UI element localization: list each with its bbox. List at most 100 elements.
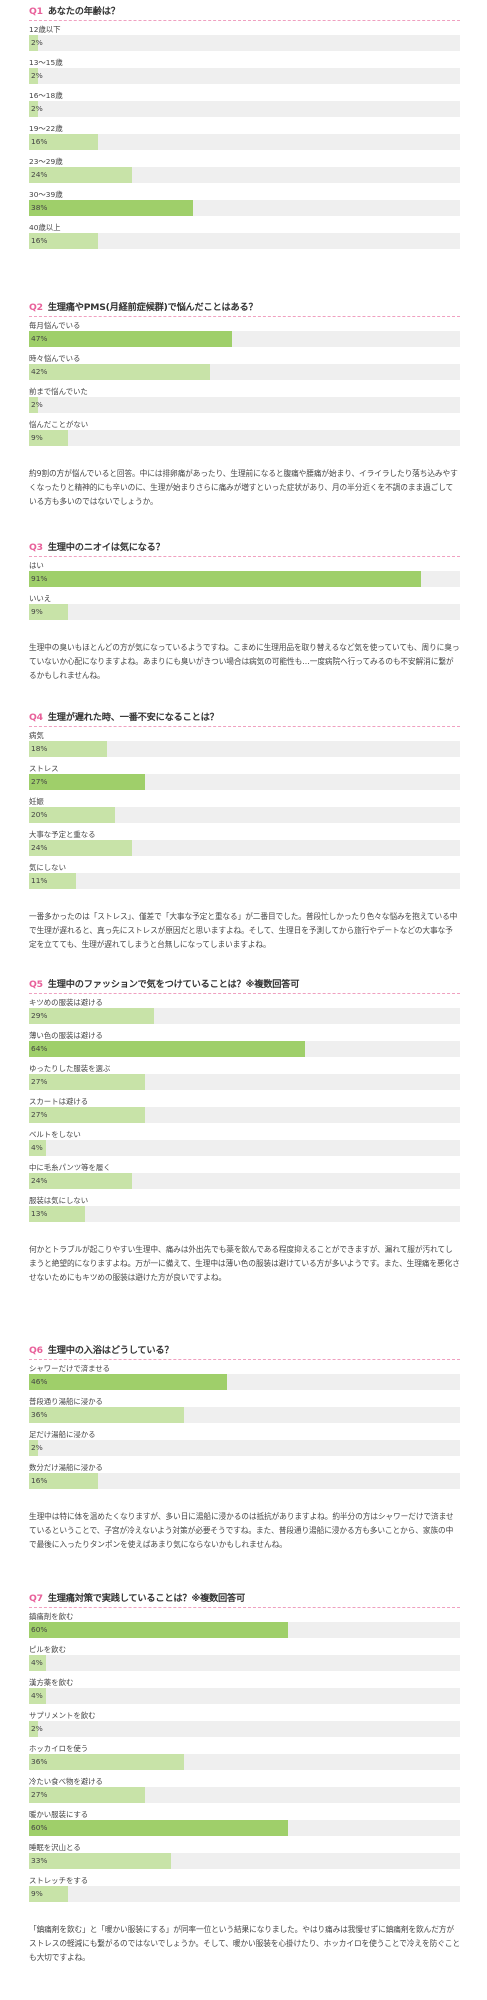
answer-percentage: 24% (31, 170, 48, 179)
answer-bar-track: 20% (29, 807, 460, 823)
question-section: Q4 生理が遅れた時、一番不安になることは？ 病気 18% ストレス 27% 妊娠 20% 大事… (29, 706, 460, 952)
answer-label: 足だけ湯船に浸かる (29, 1430, 96, 1439)
answer-bar-track: 4% (29, 1140, 460, 1156)
answer-percentage: 2% (31, 400, 43, 409)
answer-option: 前まで悩んでいた 2% (29, 386, 460, 416)
answer-option: シャワーだけで済ませる 46% (29, 1363, 460, 1393)
answer-bar-track: 24% (29, 840, 460, 856)
answer-bar-track: 4% (29, 1655, 460, 1671)
answer-bar-fill (29, 1074, 146, 1090)
answer-percentage: 18% (31, 744, 48, 753)
answer-option: いいえ 9% (29, 593, 460, 623)
answer-bar-track: 16% (29, 134, 460, 150)
answer-label: 普段通り湯船に浸かる (29, 1397, 103, 1406)
answer-bar-fill (29, 741, 107, 757)
question-title: Q5 生理中のファッションで気をつけていることは？※複数回答可 (29, 973, 460, 994)
answer-bar-track: 18% (29, 741, 460, 757)
answer-option: 暖かい服装にする 60% (29, 1809, 460, 1839)
answer-option: 妊娠 20% (29, 796, 460, 826)
question-text: 生理が遅れた時、一番不安になることは？ (47, 712, 219, 723)
answer-bar-fill (29, 68, 38, 84)
answer-label: 妊娠 (29, 797, 44, 806)
answer-bar-fill (29, 1407, 185, 1423)
answer-label: 16～18歳 (29, 91, 63, 100)
answer-option: 時々悩んでいる 42% (29, 353, 460, 383)
answer-percentage: 2% (31, 38, 43, 47)
answer-percentage: 11% (31, 876, 48, 885)
answer-option: 服装は気にしない 13% (29, 1195, 460, 1225)
answer-bar-fill (29, 1173, 133, 1189)
answer-bar-fill (29, 571, 422, 587)
answer-bar-track: 91% (29, 571, 460, 587)
question-title: Q6 生理中の入浴はどうしている？ (29, 1339, 460, 1360)
answer-option: 普段通り湯船に浸かる 36% (29, 1396, 460, 1426)
answer-percentage: 46% (31, 1377, 48, 1386)
answer-option: 40歳以上 16% (29, 222, 460, 252)
answer-option: 足だけ湯船に浸かる 2% (29, 1429, 460, 1459)
question-section: Q3 生理中のニオイは気になる？ はい 91% いいえ 9% 生理中の臭いもほとんどの方が気… (29, 536, 460, 683)
answer-label: 冷たい食べ物を避ける (29, 1777, 103, 1786)
question-number: Q4 (29, 712, 43, 723)
answer-percentage: 91% (31, 574, 48, 583)
answer-bar-fill (29, 430, 68, 446)
question-number: Q1 (29, 6, 43, 17)
answer-bar-fill (29, 233, 98, 249)
answer-label: はい (29, 561, 44, 570)
answer-bar-fill (29, 1787, 146, 1803)
answer-label: 前まで悩んでいた (29, 387, 88, 396)
answer-percentage: 16% (31, 1476, 48, 1485)
answer-option: 16～18歳 2% (29, 90, 460, 120)
answer-bar-fill (29, 397, 38, 413)
answer-percentage: 2% (31, 104, 43, 113)
question-title: Q3 生理中のニオイは気になる？ (29, 536, 460, 557)
answer-option: 30～39歳 38% (29, 189, 460, 219)
answer-bar-fill (29, 1206, 86, 1222)
answer-percentage: 9% (31, 433, 43, 442)
answer-bar-track: 4% (29, 1688, 460, 1704)
answer-bar-fill (29, 200, 193, 216)
answer-option: 毎月悩んでいる 47% (29, 320, 460, 350)
answer-percentage: 24% (31, 843, 48, 852)
answer-bar-track: 36% (29, 1407, 460, 1423)
question-text: 生理痛やPMS(月経前症候群)で悩んだことはある？ (47, 302, 258, 313)
answer-label: 中に毛糸パンツ等を履く (29, 1163, 111, 1172)
answer-option: ストレス 27% (29, 763, 460, 793)
answer-option: ゆったりした服装を選ぶ 27% (29, 1063, 460, 1093)
answer-option: サプリメントを飲む 2% (29, 1710, 460, 1740)
question-text: 生理中のニオイは気になる？ (47, 542, 165, 553)
question-comment: 何かとトラブルが起こりやすい生理中、痛みは外出先でも薬を飲んである程度抑えること… (29, 1245, 460, 1282)
answer-label: ピルを飲む (29, 1645, 66, 1654)
answer-bar-track: 60% (29, 1820, 460, 1836)
answer-percentage: 27% (31, 777, 48, 786)
question-number: Q7 (29, 1593, 43, 1604)
question-section: Q2 生理痛やPMS(月経前症候群)で悩んだことはある？ 毎月悩んでいる 47% 時々悩… (29, 296, 460, 509)
question-title: Q1 あなたの年齢は？ (29, 0, 460, 21)
answer-percentage: 27% (31, 1790, 48, 1799)
answer-bar-track: 2% (29, 1440, 460, 1456)
question-number: Q2 (29, 302, 43, 313)
answer-bar-track: 13% (29, 1206, 460, 1222)
answer-bar-track: 9% (29, 1886, 460, 1902)
answer-percentage: 29% (31, 1011, 48, 1020)
answer-percentage: 27% (31, 1110, 48, 1119)
answer-label: いいえ (29, 594, 52, 603)
question-number: Q3 (29, 542, 43, 553)
answer-option: 漢方薬を飲む 4% (29, 1677, 460, 1707)
answer-percentage: 2% (31, 71, 43, 80)
answer-bar-fill (29, 35, 38, 51)
answer-percentage: 60% (31, 1625, 48, 1634)
answer-percentage: 2% (31, 1443, 43, 1452)
answer-label: 睡眠を沢山とる (29, 1843, 81, 1852)
answer-option: スカートは避ける 27% (29, 1096, 460, 1126)
answer-option: 薄い色の服装は避ける 64% (29, 1030, 460, 1060)
answer-percentage: 64% (31, 1044, 48, 1053)
answer-bar-track: 64% (29, 1041, 460, 1057)
answer-label: 毎月悩んでいる (29, 321, 81, 330)
answer-bar-fill (29, 873, 77, 889)
answer-option: ピルを飲む 4% (29, 1644, 460, 1674)
answer-label: 12歳以下 (29, 25, 61, 34)
question-title: Q4 生理が遅れた時、一番不安になることは？ (29, 706, 460, 727)
answer-percentage: 9% (31, 607, 43, 616)
answer-percentage: 2% (31, 1724, 43, 1733)
answer-bar-fill (29, 807, 116, 823)
